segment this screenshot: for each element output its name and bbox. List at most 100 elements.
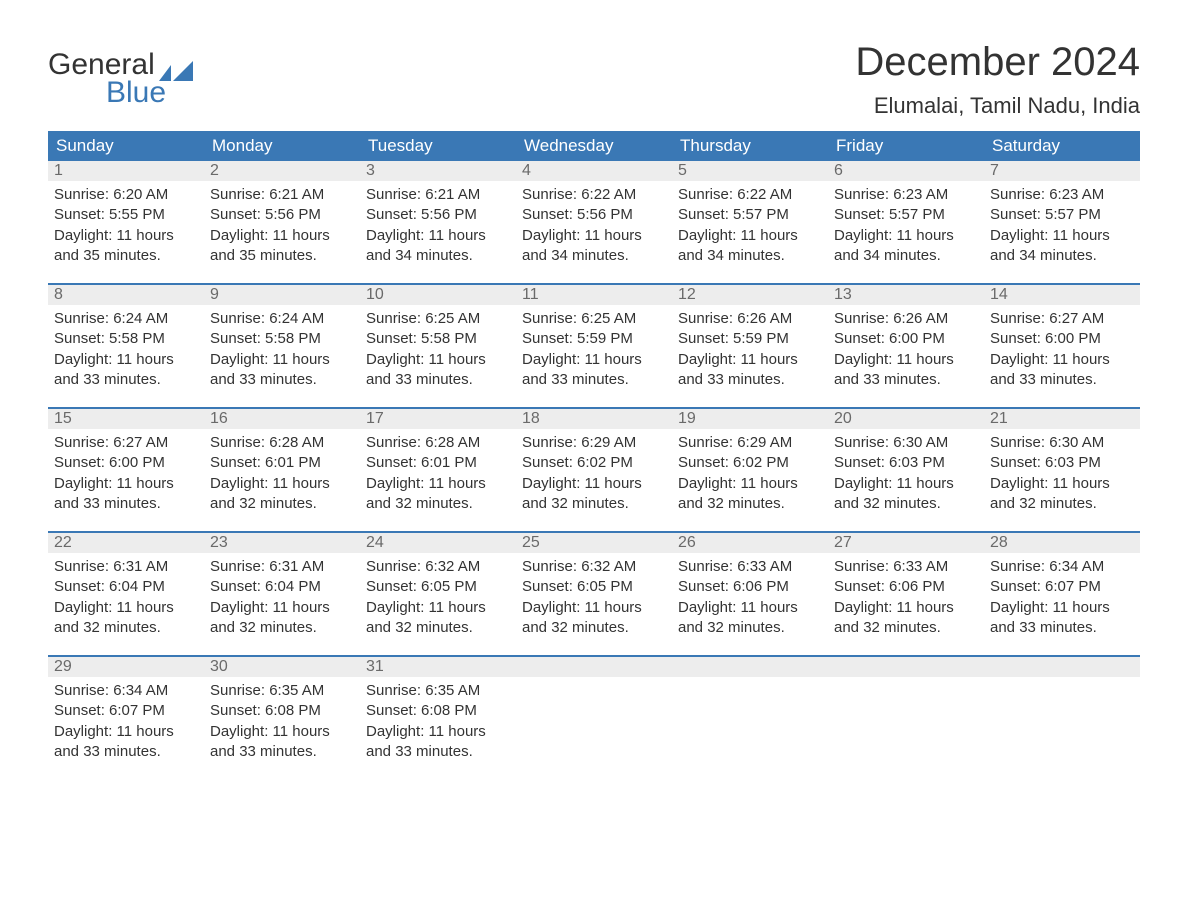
day-number: 31: [360, 657, 516, 677]
sunrise: Sunrise: 6:25 AM: [522, 309, 666, 329]
day-cell: 27Sunrise: 6:33 AMSunset: 6:06 PMDayligh…: [828, 533, 984, 655]
daylight-2: and 34 minutes.: [678, 246, 822, 266]
dow-header: SundayMondayTuesdayWednesdayThursdayFrid…: [48, 131, 1140, 161]
day-number: 22: [48, 533, 204, 553]
day-number: 13: [828, 285, 984, 305]
sunset: Sunset: 6:00 PM: [990, 329, 1134, 349]
daylight: Daylight: 11 hours: [210, 350, 354, 370]
week-row: 1Sunrise: 6:20 AMSunset: 5:55 PMDaylight…: [48, 161, 1140, 283]
sunrise: Sunrise: 6:28 AM: [210, 433, 354, 453]
day-body: Sunrise: 6:34 AMSunset: 6:07 PMDaylight:…: [48, 677, 204, 772]
daylight: Daylight: 11 hours: [54, 226, 198, 246]
day-body: Sunrise: 6:21 AMSunset: 5:56 PMDaylight:…: [204, 181, 360, 276]
daylight: Daylight: 11 hours: [834, 226, 978, 246]
sunrise: Sunrise: 6:28 AM: [366, 433, 510, 453]
sunrise: Sunrise: 6:33 AM: [678, 557, 822, 577]
daylight: Daylight: 11 hours: [54, 598, 198, 618]
day-number: 14: [984, 285, 1140, 305]
daylight-2: and 32 minutes.: [522, 494, 666, 514]
day-number: [828, 657, 984, 677]
day-body: Sunrise: 6:33 AMSunset: 6:06 PMDaylight:…: [828, 553, 984, 648]
daylight-2: and 33 minutes.: [990, 618, 1134, 638]
day-cell: 10Sunrise: 6:25 AMSunset: 5:58 PMDayligh…: [360, 285, 516, 407]
sunset: Sunset: 6:03 PM: [990, 453, 1134, 473]
daylight-2: and 34 minutes.: [834, 246, 978, 266]
day-cell: 9Sunrise: 6:24 AMSunset: 5:58 PMDaylight…: [204, 285, 360, 407]
sunset: Sunset: 6:00 PM: [834, 329, 978, 349]
day-body: [828, 677, 984, 691]
sunrise: Sunrise: 6:29 AM: [678, 433, 822, 453]
week-row: 15Sunrise: 6:27 AMSunset: 6:00 PMDayligh…: [48, 407, 1140, 531]
day-cell: 18Sunrise: 6:29 AMSunset: 6:02 PMDayligh…: [516, 409, 672, 531]
logo: General Blue: [48, 48, 203, 110]
day-body: Sunrise: 6:20 AMSunset: 5:55 PMDaylight:…: [48, 181, 204, 276]
daylight-2: and 34 minutes.: [366, 246, 510, 266]
day-cell: 6Sunrise: 6:23 AMSunset: 5:57 PMDaylight…: [828, 161, 984, 283]
day-body: [516, 677, 672, 691]
day-cell: [672, 657, 828, 779]
daylight-2: and 32 minutes.: [834, 618, 978, 638]
day-body: Sunrise: 6:26 AMSunset: 5:59 PMDaylight:…: [672, 305, 828, 400]
daylight-2: and 32 minutes.: [990, 494, 1134, 514]
daylight-2: and 33 minutes.: [366, 370, 510, 390]
sunset: Sunset: 5:55 PM: [54, 205, 198, 225]
daylight: Daylight: 11 hours: [678, 598, 822, 618]
sunrise: Sunrise: 6:27 AM: [990, 309, 1134, 329]
sunrise: Sunrise: 6:27 AM: [54, 433, 198, 453]
daylight: Daylight: 11 hours: [210, 598, 354, 618]
day-number: 18: [516, 409, 672, 429]
daylight: Daylight: 11 hours: [522, 598, 666, 618]
daylight-2: and 32 minutes.: [210, 494, 354, 514]
daylight: Daylight: 11 hours: [366, 226, 510, 246]
daylight: Daylight: 11 hours: [54, 350, 198, 370]
day-body: Sunrise: 6:28 AMSunset: 6:01 PMDaylight:…: [204, 429, 360, 524]
sunrise: Sunrise: 6:35 AM: [210, 681, 354, 701]
daylight: Daylight: 11 hours: [210, 474, 354, 494]
day-body: Sunrise: 6:23 AMSunset: 5:57 PMDaylight:…: [828, 181, 984, 276]
day-number: 28: [984, 533, 1140, 553]
sunrise: Sunrise: 6:30 AM: [990, 433, 1134, 453]
day-body: Sunrise: 6:25 AMSunset: 5:59 PMDaylight:…: [516, 305, 672, 400]
day-body: Sunrise: 6:35 AMSunset: 6:08 PMDaylight:…: [360, 677, 516, 772]
day-number: 12: [672, 285, 828, 305]
calendar: SundayMondayTuesdayWednesdayThursdayFrid…: [48, 131, 1140, 779]
day-body: Sunrise: 6:35 AMSunset: 6:08 PMDaylight:…: [204, 677, 360, 772]
daylight: Daylight: 11 hours: [678, 226, 822, 246]
day-cell: 3Sunrise: 6:21 AMSunset: 5:56 PMDaylight…: [360, 161, 516, 283]
daylight: Daylight: 11 hours: [990, 350, 1134, 370]
sunrise: Sunrise: 6:22 AM: [522, 185, 666, 205]
sunrise: Sunrise: 6:21 AM: [210, 185, 354, 205]
sunset: Sunset: 6:04 PM: [54, 577, 198, 597]
sunset: Sunset: 5:57 PM: [834, 205, 978, 225]
sunset: Sunset: 5:59 PM: [522, 329, 666, 349]
day-cell: 12Sunrise: 6:26 AMSunset: 5:59 PMDayligh…: [672, 285, 828, 407]
daylight: Daylight: 11 hours: [990, 598, 1134, 618]
sunset: Sunset: 6:02 PM: [678, 453, 822, 473]
day-cell: 1Sunrise: 6:20 AMSunset: 5:55 PMDaylight…: [48, 161, 204, 283]
daylight: Daylight: 11 hours: [54, 474, 198, 494]
day-number: 26: [672, 533, 828, 553]
sunset: Sunset: 6:03 PM: [834, 453, 978, 473]
sunset: Sunset: 6:08 PM: [210, 701, 354, 721]
sunrise: Sunrise: 6:29 AM: [522, 433, 666, 453]
dow-cell: Tuesday: [360, 131, 516, 161]
day-cell: 8Sunrise: 6:24 AMSunset: 5:58 PMDaylight…: [48, 285, 204, 407]
day-cell: 29Sunrise: 6:34 AMSunset: 6:07 PMDayligh…: [48, 657, 204, 779]
sunrise: Sunrise: 6:32 AM: [522, 557, 666, 577]
day-cell: 15Sunrise: 6:27 AMSunset: 6:00 PMDayligh…: [48, 409, 204, 531]
day-body: Sunrise: 6:27 AMSunset: 6:00 PMDaylight:…: [48, 429, 204, 524]
daylight-2: and 32 minutes.: [54, 618, 198, 638]
sunrise: Sunrise: 6:20 AM: [54, 185, 198, 205]
day-number: 20: [828, 409, 984, 429]
day-cell: 16Sunrise: 6:28 AMSunset: 6:01 PMDayligh…: [204, 409, 360, 531]
sunset: Sunset: 6:06 PM: [834, 577, 978, 597]
day-body: Sunrise: 6:24 AMSunset: 5:58 PMDaylight:…: [204, 305, 360, 400]
day-body: Sunrise: 6:28 AMSunset: 6:01 PMDaylight:…: [360, 429, 516, 524]
day-body: Sunrise: 6:33 AMSunset: 6:06 PMDaylight:…: [672, 553, 828, 648]
daylight: Daylight: 11 hours: [210, 226, 354, 246]
sunset: Sunset: 5:56 PM: [210, 205, 354, 225]
week-row: 8Sunrise: 6:24 AMSunset: 5:58 PMDaylight…: [48, 283, 1140, 407]
sunrise: Sunrise: 6:31 AM: [210, 557, 354, 577]
day-cell: [984, 657, 1140, 779]
sunset: Sunset: 5:56 PM: [522, 205, 666, 225]
